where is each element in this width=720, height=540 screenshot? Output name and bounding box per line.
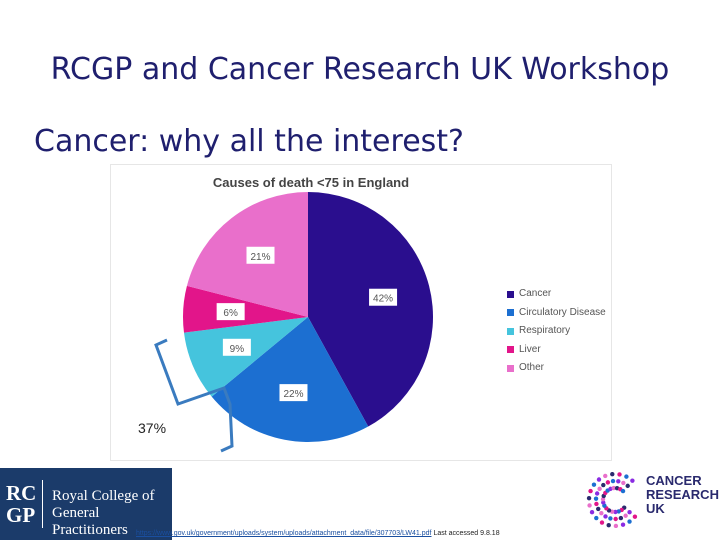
pie-slice-cancer — [308, 192, 434, 427]
cruk-wordmark: CANCER RESEARCH UK — [646, 474, 719, 516]
pie-chart-panel: Causes of death <75 in England 42% 22% 9% 6… — [110, 164, 612, 461]
pie-slice-liver — [183, 285, 308, 333]
slide-subtitle: Cancer: why all the interest? — [34, 124, 464, 159]
legend-item-other: Other — [507, 359, 606, 378]
pie-slice-circulatory-disease — [211, 317, 369, 442]
cruk-line3: UK — [646, 501, 665, 516]
rcgp-name-line2: General Practitioners — [52, 505, 128, 538]
rcgp-name: Royal College of General Practitioners — [52, 488, 172, 539]
legend-item-cancer: Cancer — [507, 285, 606, 304]
rcgp-name-line1: Royal College of — [52, 488, 155, 504]
legend-swatch — [507, 290, 514, 298]
legend-swatch — [507, 364, 514, 372]
rcgp-monogram: RC GP — [6, 482, 36, 526]
svg-text:6%: 6% — [223, 308, 238, 319]
cruk-line1: CANCER — [646, 473, 702, 488]
legend-swatch — [507, 346, 514, 354]
svg-text:22%: 22% — [283, 389, 303, 400]
data-label-liver: 6% — [216, 303, 245, 321]
annotation-37-percent: 37% — [138, 420, 167, 436]
source-accessed: Last accessed 9.8.18 — [433, 530, 500, 537]
legend-swatch — [507, 327, 514, 335]
legend-label: Circulatory Disease — [519, 306, 606, 318]
cruk-line2: RESEARCH — [646, 487, 719, 502]
legend-item-circulatory-disease: Circulatory Disease — [507, 304, 606, 323]
cruk-c-mark-icon — [586, 472, 638, 528]
chart-legend: Cancer Circulatory Disease Respiratory Live… — [507, 285, 606, 378]
data-label-other: 21% — [246, 246, 275, 264]
legend-item-liver: Liver — [507, 341, 606, 360]
svg-text:21%: 21% — [250, 252, 270, 263]
legend-label: Respiratory — [519, 325, 571, 336]
legend-label: Liver — [519, 343, 541, 355]
svg-text:9%: 9% — [230, 344, 245, 355]
rcgp-monogram-bottom: GP — [6, 503, 36, 527]
data-label-circulatory-disease: 22% — [279, 384, 308, 402]
legend-item-respiratory: Respiratory — [507, 322, 606, 341]
data-label-respiratory: 9% — [222, 338, 251, 356]
data-label-cancer: 42% — [369, 288, 398, 306]
rcgp-logo: RC GP Royal College of General Practitio… — [0, 468, 172, 540]
slide-title: RCGP and Cancer Research UK Workshop — [50, 52, 670, 87]
legend-swatch — [507, 309, 514, 317]
rcgp-divider — [42, 480, 43, 528]
pie-chart: 42% 22% 9% 6% 21% — [183, 192, 434, 442]
source-link[interactable]: https://www.gov.uk/government/uploads/sy… — [136, 530, 432, 537]
cruk-logo: CANCER RESEARCH UK — [586, 472, 720, 528]
chart-title: Causes of death <75 in England — [212, 175, 410, 190]
svg-text:42%: 42% — [373, 294, 393, 305]
legend-label: Other — [519, 362, 545, 373]
legend-label: Cancer — [519, 288, 552, 299]
source-citation: https://www.gov.uk/government/uploads/sy… — [136, 530, 500, 537]
rcgp-monogram-top: RC — [6, 481, 37, 505]
